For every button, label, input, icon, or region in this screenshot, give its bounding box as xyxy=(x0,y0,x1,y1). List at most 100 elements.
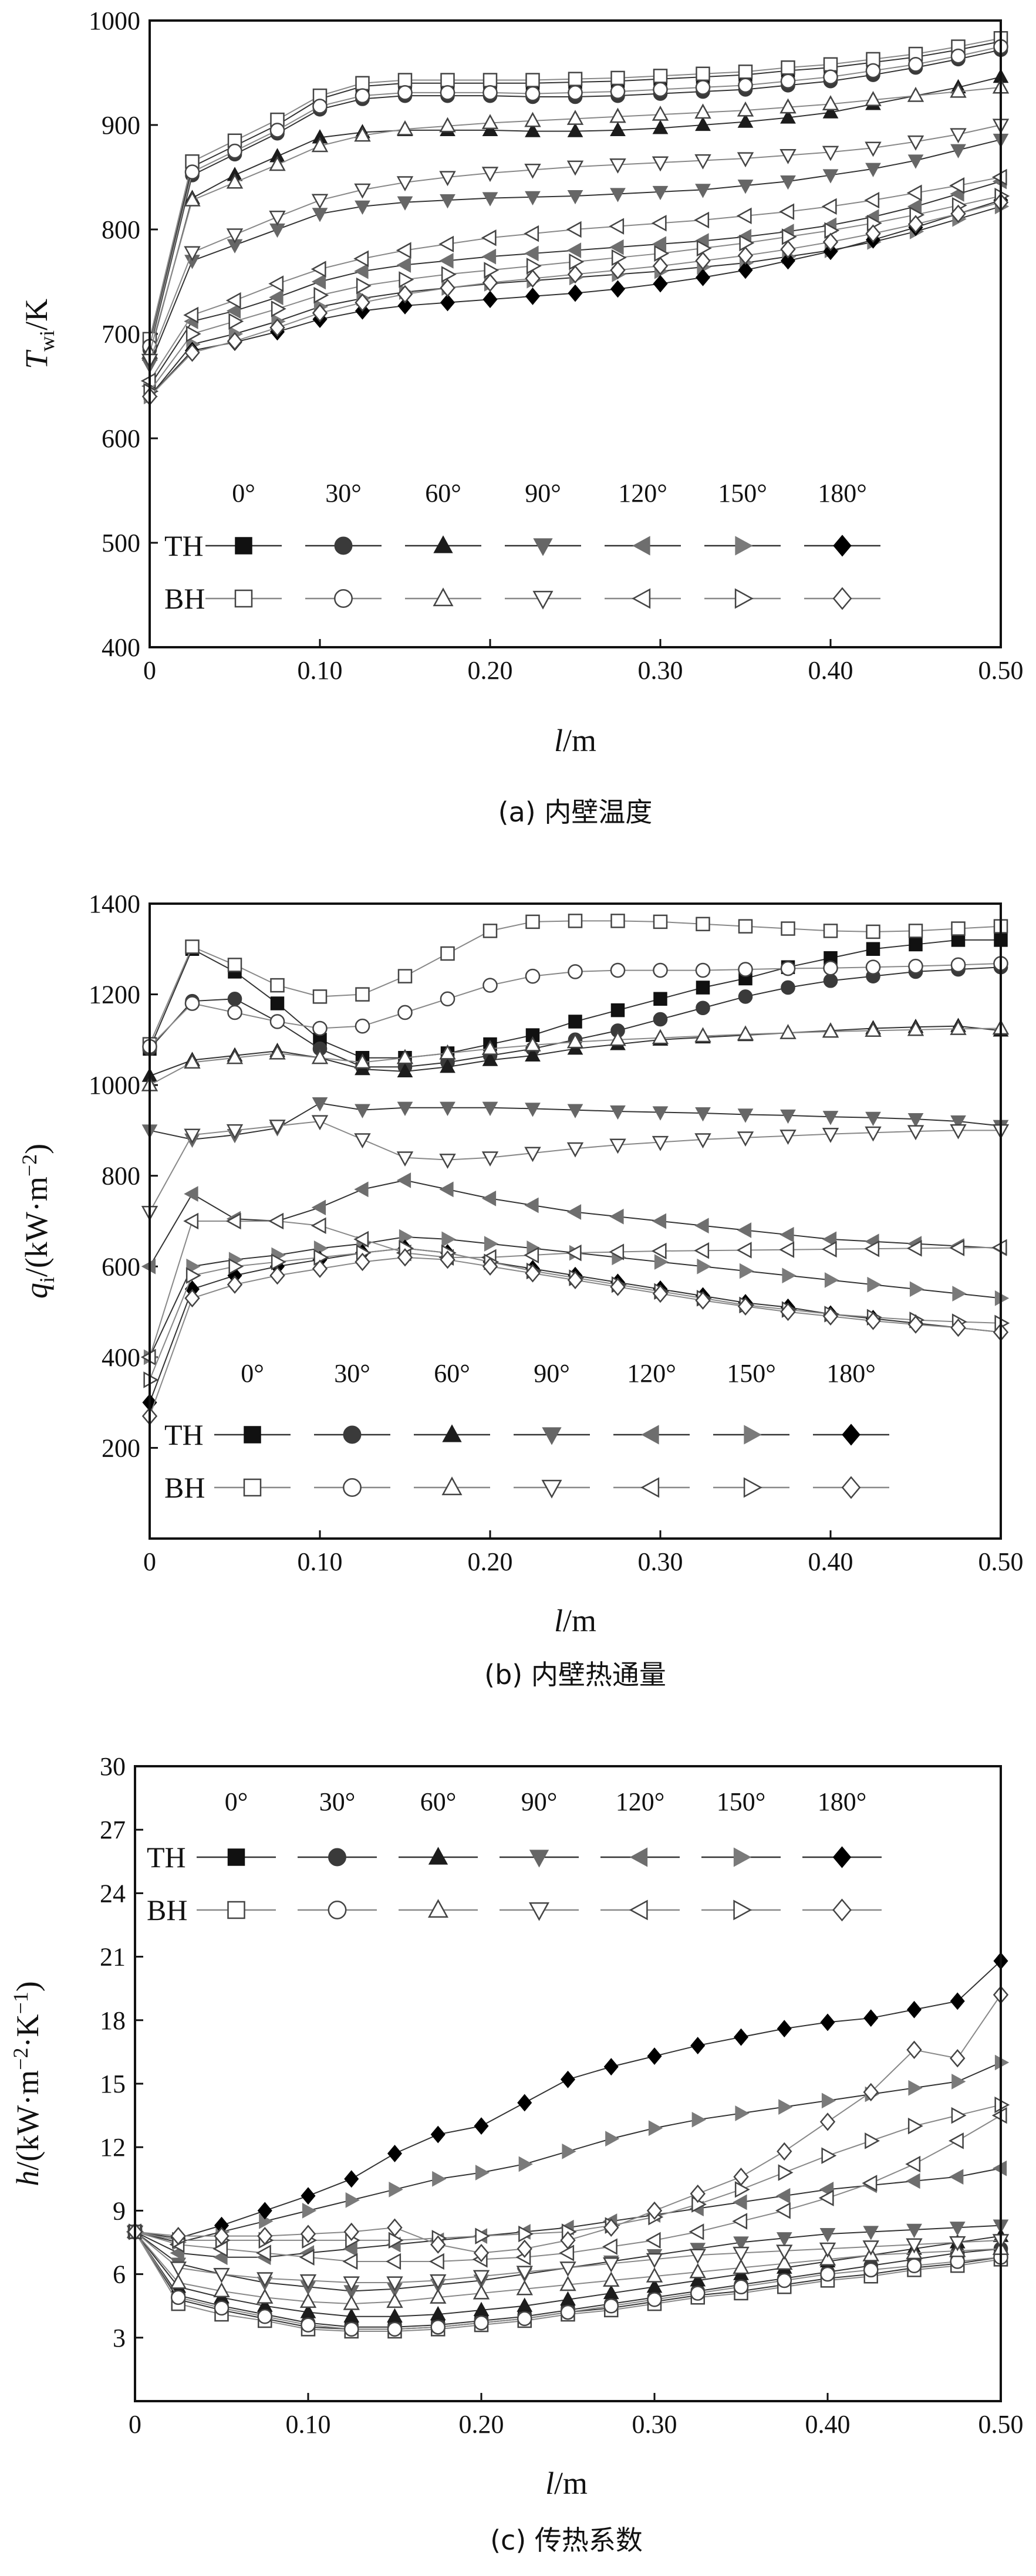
panel-b-series-bh-180deg-point xyxy=(184,1289,200,1308)
panel-c-series-bh-150deg-point xyxy=(951,2107,967,2124)
panel-b-legend-angle-label: 120° xyxy=(627,1359,676,1388)
panel-b-series-bh-60deg-point xyxy=(566,1033,584,1049)
panel-a-series-bh-120deg-point xyxy=(906,184,922,201)
panel-a-series-bh-0deg-point xyxy=(482,73,498,87)
panel-c-series-bh-180deg-point xyxy=(950,2049,966,2068)
panel-b-series-bh-90deg-point xyxy=(184,1128,201,1144)
panel-b-series-bh-120deg-point xyxy=(694,1242,710,1259)
panel-b-series-bh-150deg-point xyxy=(271,1253,286,1270)
panel-c-series-th-180deg-point xyxy=(950,1992,965,2010)
panel-c-x-tick-label: 0.30 xyxy=(632,2410,677,2439)
panel-b-series-bh-120deg-point xyxy=(225,1212,241,1230)
panel-b-series-bh-60deg-point xyxy=(481,1040,499,1055)
panel-a-series-bh-30deg-point xyxy=(482,85,498,100)
panel-b-series-bh-180deg-point xyxy=(737,1297,754,1316)
panel-b-series-bh-120deg-point xyxy=(268,1212,284,1230)
panel-b-series-th-120deg-point xyxy=(184,1186,198,1202)
panel-a-series-bh-30deg-point xyxy=(950,48,966,64)
panel-b-legend-bh-180deg-marker xyxy=(841,1476,861,1499)
panel-b-series-bh-180deg-point xyxy=(610,1277,626,1296)
panel-c-series-bh-60deg-point xyxy=(213,2282,230,2298)
panel-c-series-th-180deg-point xyxy=(474,2117,489,2135)
panel-b-series-th-30deg-point xyxy=(823,973,838,988)
panel-a-series-bh-180deg-point xyxy=(567,265,583,284)
panel-c-legend-bh-0deg-marker xyxy=(227,1901,245,1919)
panel-a-x-axis-title: l/m xyxy=(554,723,596,758)
panel-a-series-bh-120deg-point xyxy=(268,275,284,292)
panel-b-series-bh-30deg-point xyxy=(227,1005,242,1020)
panel-b-series-th-150deg-point xyxy=(909,1281,924,1297)
panel-a-series-bh-180deg-point xyxy=(950,204,966,223)
panel-a-series-th-90deg-point xyxy=(780,175,796,190)
panel-b-series-bh-30deg-point xyxy=(653,962,668,978)
panel-b-series-bh-0deg-point xyxy=(653,914,668,929)
panel-a-series-th-180deg-point xyxy=(440,293,455,312)
panel-c-series-bh-120deg-point xyxy=(342,2253,358,2270)
panel-b-series-bh-30deg-point xyxy=(610,962,626,978)
panel-c-series-bh-90deg-point xyxy=(949,2236,966,2252)
panel-c-legend-th-label: TH xyxy=(147,1841,186,1874)
panel-b-series-th-120deg-point xyxy=(354,1181,369,1198)
panel-b-series-bh-0deg-point xyxy=(482,924,498,938)
panel-b-series-bh-180deg-point xyxy=(822,1307,839,1326)
panel-c-series-bh-120deg-point xyxy=(602,2238,617,2255)
panel-c-series-bh-180deg-point xyxy=(430,2235,446,2254)
panel-b-x-tick-label: 0 xyxy=(143,1547,156,1576)
panel-c-caption: (c) 传热系数 xyxy=(490,2524,643,2556)
panel-c-series-bh-30deg-point xyxy=(517,2311,532,2327)
panel-a-series-bh-0deg-point xyxy=(738,64,753,79)
panel-c-x-tick-label: 0.50 xyxy=(978,2410,1024,2439)
panel-a-series-bh-90deg-point xyxy=(524,163,541,179)
panel-b-series-bh-90deg-point xyxy=(439,1154,456,1169)
panel-b-series-bh-0deg-point xyxy=(270,978,285,993)
panel-c-series-bh-90deg-point xyxy=(473,2270,490,2286)
panel-b-y-tick-label: 1400 xyxy=(89,890,140,918)
panel-c-series-bh-180deg-point xyxy=(690,2184,706,2203)
panel-b-series-bh-60deg-point xyxy=(737,1025,754,1041)
panel-c-series-th-150deg-point xyxy=(345,2192,360,2208)
panel-b-series-th-150deg-point xyxy=(952,1286,967,1302)
panel-c-series-bh-60deg-point xyxy=(819,2250,836,2266)
panel-b-series-bh-60deg-point xyxy=(311,1049,329,1064)
panel-b-series-th-150deg-point xyxy=(782,1267,797,1284)
panel-c-series-bh-120deg-point xyxy=(689,2223,704,2240)
panel-b-series-th-90deg-point xyxy=(950,1115,966,1130)
panel-c-series-th-180deg-point xyxy=(257,2202,272,2220)
panel-b-series-bh-30deg-point xyxy=(184,996,200,1011)
panel-c-series-bh-120deg-point xyxy=(429,2253,444,2270)
panel-c-series-bh-90deg-point xyxy=(386,2276,403,2292)
panel-c-series-bh-30deg-point xyxy=(387,2321,403,2337)
panel-b-series-bh-30deg-point xyxy=(695,962,711,978)
panel-b-series-bh-90deg-point xyxy=(566,1142,584,1158)
panel-a-series-bh-150deg-point xyxy=(484,262,500,279)
panel-c-y-tick-label: 3 xyxy=(113,2324,126,2352)
panel-a-series-bh-180deg-point xyxy=(865,224,881,243)
panel-a-series-bh-180deg-point xyxy=(737,246,754,265)
panel-b-series-bh-0deg-point xyxy=(738,919,753,934)
panel-a-series-bh-90deg-point xyxy=(354,183,371,199)
panel-a-series-th-90deg-point xyxy=(525,191,541,206)
panel-a-series-th-90deg-point xyxy=(950,144,966,158)
panel-b-series-bh-90deg-point xyxy=(481,1151,499,1167)
panel-b-series-th-0deg-point xyxy=(696,981,710,995)
panel-c-series-bh-60deg-point xyxy=(299,2293,317,2308)
panel-b-legend-th-90deg-marker xyxy=(542,1427,562,1445)
panel-c-series-bh-30deg-point xyxy=(170,2290,186,2305)
panel-a-series-bh-30deg-point xyxy=(525,86,541,102)
panel-b-series-bh-90deg-point xyxy=(354,1133,371,1149)
panel-a-series-th-120deg-point xyxy=(609,239,624,255)
panel-a-series-bh-0deg-point xyxy=(866,52,880,67)
panel-b-legend-bh-30deg-marker xyxy=(343,1478,362,1497)
panel-b-series-th-90deg-point xyxy=(822,1111,839,1125)
panel-a-series-bh-90deg-point xyxy=(566,160,584,176)
panel-a-series-th-60deg-point xyxy=(652,120,669,134)
panel-a-series-th-90deg-point xyxy=(737,180,754,194)
panel-b-series-bh-90deg-point xyxy=(950,1124,967,1140)
panel-c-series-th-90deg-point xyxy=(949,2222,966,2236)
panel-c-series-bh-90deg-point xyxy=(257,2272,274,2288)
panel-b-series-bh-90deg-point xyxy=(779,1130,797,1145)
panel-b-series-bh-120deg-point xyxy=(311,1217,326,1234)
panel-c-series-bh-30deg-point xyxy=(603,2298,619,2314)
panel-b-series-th-120deg-point xyxy=(524,1197,539,1213)
panel-b-series-bh-0deg-point xyxy=(525,914,540,929)
